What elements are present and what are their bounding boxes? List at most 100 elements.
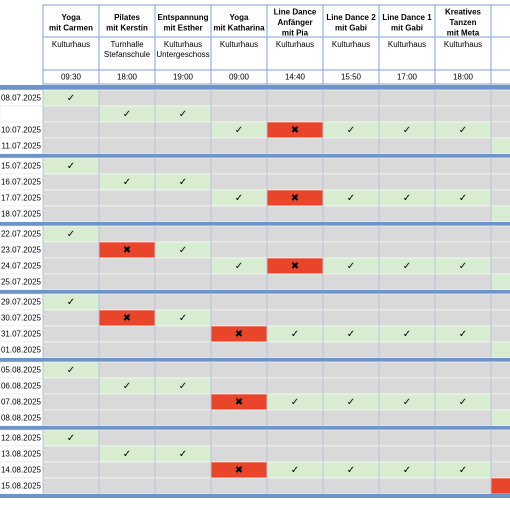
cell <box>322 241 380 259</box>
cell <box>42 409 100 427</box>
cell <box>210 173 268 191</box>
cell <box>322 341 380 359</box>
date: 11.07.2025 <box>2 142 42 151</box>
cell <box>378 429 436 447</box>
cell <box>98 461 156 479</box>
course-location: Kulturhaus <box>388 40 426 49</box>
status-symbol: ✖ <box>235 465 243 476</box>
cell <box>266 137 324 155</box>
cell <box>154 325 212 343</box>
separator-bar <box>0 358 510 362</box>
cell <box>378 361 436 379</box>
date: 12.08.2025 <box>1 434 42 443</box>
cell <box>42 393 100 411</box>
cell <box>210 157 268 175</box>
cell <box>210 293 268 311</box>
separator-bar <box>0 85 510 90</box>
cell <box>154 461 212 479</box>
course-name: Yoga <box>62 13 82 22</box>
cell <box>434 137 492 155</box>
cell <box>490 377 510 395</box>
cell <box>322 273 380 291</box>
cell <box>490 121 510 139</box>
cell <box>266 377 324 395</box>
cell <box>490 205 510 223</box>
cell <box>98 273 156 291</box>
separator-bar <box>0 154 510 158</box>
status-symbol: ✓ <box>459 193 467 204</box>
cell <box>378 377 436 395</box>
cell <box>490 393 510 411</box>
status-symbol: ✓ <box>459 465 467 476</box>
date: 08.07.2025 <box>1 94 42 103</box>
cell <box>266 173 324 191</box>
cell <box>154 409 212 427</box>
cell <box>490 341 510 359</box>
course-location: Kulturhaus <box>220 40 258 49</box>
status-symbol: ✖ <box>123 245 131 256</box>
course-location: Untergeschoss <box>156 50 209 59</box>
date-cell <box>0 105 44 123</box>
status-symbol: ✓ <box>459 397 467 408</box>
status-symbol: ✓ <box>459 125 467 136</box>
status-symbol: ✓ <box>403 397 411 408</box>
cell <box>266 309 324 327</box>
cell <box>490 89 510 107</box>
cell <box>434 445 492 463</box>
cell <box>322 105 380 123</box>
cell <box>434 361 492 379</box>
cell <box>42 105 100 123</box>
date: 25.07.2025 <box>1 278 42 287</box>
cell <box>98 477 156 495</box>
cell <box>322 309 380 327</box>
cell <box>98 293 156 311</box>
cell <box>490 361 510 379</box>
date: 07.08.2025 <box>1 398 42 407</box>
cell <box>490 445 510 463</box>
cell <box>210 477 268 495</box>
header-cell <box>322 4 380 85</box>
status-symbol: ✓ <box>459 261 467 272</box>
cell <box>154 157 212 175</box>
status-symbol: ✓ <box>67 297 75 308</box>
status-symbol: ✓ <box>179 245 187 256</box>
cell <box>42 257 100 275</box>
cell <box>98 89 156 107</box>
course-name: Line Dance 2 <box>326 13 376 22</box>
cell <box>210 273 268 291</box>
status-symbol: ✖ <box>123 313 131 324</box>
cell <box>154 429 212 447</box>
course-location: Kulturhaus <box>332 40 370 49</box>
status-symbol: ✓ <box>403 329 411 340</box>
cell <box>490 225 510 243</box>
cell <box>98 205 156 223</box>
cell <box>378 309 436 327</box>
status-symbol: ✓ <box>235 193 243 204</box>
cell <box>266 429 324 447</box>
cell <box>42 189 100 207</box>
cell <box>434 429 492 447</box>
separator-bar <box>0 290 510 294</box>
cell <box>434 173 492 191</box>
course-name: Entspannung <box>157 13 208 22</box>
course-name: mit Carmen <box>49 23 93 32</box>
cell <box>434 205 492 223</box>
cell <box>210 105 268 123</box>
status-symbol: ✓ <box>459 329 467 340</box>
cell <box>322 377 380 395</box>
cell <box>434 89 492 107</box>
cell <box>210 377 268 395</box>
cell <box>434 477 492 495</box>
cell <box>434 241 492 259</box>
cell <box>210 309 268 327</box>
date: 23.07.2025 <box>1 246 42 255</box>
cell <box>322 89 380 107</box>
cell <box>98 429 156 447</box>
date: 08.08.2025 <box>1 414 42 423</box>
status-symbol: ✓ <box>235 125 243 136</box>
status-symbol: ✓ <box>347 329 355 340</box>
cell <box>154 273 212 291</box>
status-symbol: ✓ <box>403 193 411 204</box>
cell <box>98 225 156 243</box>
